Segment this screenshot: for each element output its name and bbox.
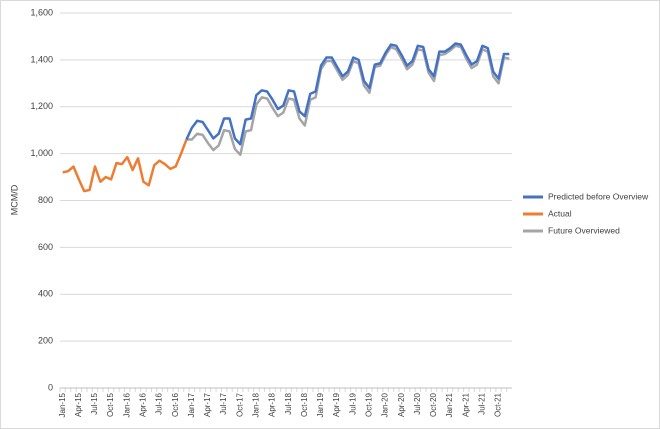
x-tick-label: Jul-17 [219, 392, 228, 414]
y-tick-label: 1,000 [30, 148, 53, 158]
x-tick-label: Apr-15 [74, 392, 83, 417]
y-tick-label: 0 [48, 382, 53, 392]
x-tick-label: Apr-18 [268, 392, 277, 417]
series-line [185, 42, 510, 146]
x-tick-label: Jul-21 [478, 392, 487, 414]
x-tick-label: Jul-19 [348, 392, 357, 414]
series-line [186, 44, 510, 157]
x-tick-label: Apr-17 [203, 392, 212, 417]
series-line [62, 139, 188, 193]
y-axis-label: MCM/D [9, 184, 19, 215]
x-tick-label: Jan-20 [381, 392, 390, 417]
x-tick-label: Jan-15 [58, 392, 67, 417]
x-tick-label: Jul-20 [413, 392, 422, 414]
x-tick-label: Oct-16 [171, 392, 180, 417]
y-tick-label: 800 [38, 195, 53, 205]
x-tick-label: Oct-18 [300, 392, 309, 417]
y-tick-label: 400 [38, 289, 53, 299]
x-tick-label: Oct-19 [365, 392, 374, 417]
x-tick-label: Jan-21 [445, 392, 454, 417]
x-tick-label: Oct-15 [106, 392, 115, 417]
x-tick-label: Jan-18 [252, 392, 261, 417]
y-tick-label: 600 [38, 242, 53, 252]
x-tick-label: Oct-21 [494, 392, 503, 417]
x-tick-label: Jul-16 [155, 392, 164, 414]
x-tick-label: Apr-20 [397, 392, 406, 417]
x-tick-label: Oct-17 [235, 392, 244, 417]
x-tick-label: Jan-17 [187, 392, 196, 417]
x-tick-label: Oct-20 [429, 392, 438, 417]
legend-label: Actual [548, 208, 572, 218]
x-tick-label: Jul-15 [90, 392, 99, 414]
x-tick-label: Jul-18 [284, 392, 293, 414]
y-tick-label: 200 [38, 336, 53, 346]
x-tick-label: Jan-19 [316, 392, 325, 417]
y-tick-label: 1,200 [30, 101, 53, 111]
y-tick-label: 1,600 [30, 7, 53, 17]
x-tick-label: Apr-21 [461, 392, 470, 417]
legend-label: Future Overviewed [548, 225, 620, 235]
legend-label: Predicted before Overview [548, 191, 649, 201]
x-tick-label: Apr-19 [332, 392, 341, 417]
x-tick-label: Jan-16 [122, 392, 131, 417]
y-tick-label: 1,400 [30, 54, 53, 64]
x-tick-label: Apr-16 [139, 392, 148, 417]
